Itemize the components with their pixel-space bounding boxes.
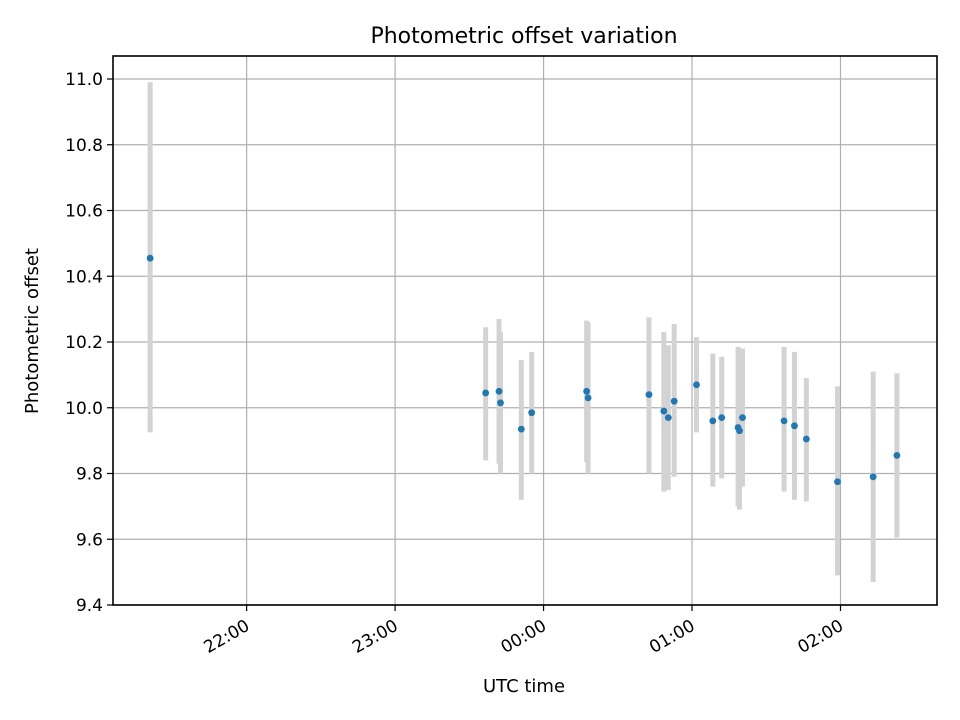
data-point — [664, 414, 672, 422]
data-point — [583, 387, 591, 395]
y-axis-label: Photometric offset — [22, 248, 43, 414]
y-tick-label: 10.0 — [65, 399, 103, 419]
data-point — [584, 394, 592, 402]
data-point — [893, 452, 901, 459]
data-point — [718, 414, 726, 422]
chart-title: Photometric offset variation — [370, 24, 677, 49]
data-point — [497, 399, 504, 407]
y-tick-label: 10.8 — [65, 136, 103, 156]
data-point — [528, 409, 536, 417]
data-point — [791, 422, 798, 430]
data-point — [482, 389, 490, 397]
data-point — [146, 254, 154, 262]
y-tick-label: 9.6 — [76, 530, 103, 550]
plot-frame — [112, 55, 938, 606]
y-tick-label: 9.8 — [76, 465, 103, 485]
data-point — [736, 427, 743, 435]
y-axis-ticks: 9.4 9.6 9.8 10.0 10.2 10.4 10.6 10.8 11.0 — [65, 70, 113, 616]
data-point — [834, 478, 841, 486]
data-point — [660, 407, 668, 415]
x-axis-label: UTC time — [483, 676, 565, 697]
data-point — [869, 473, 877, 481]
data-point — [517, 425, 525, 433]
data-point — [670, 397, 678, 405]
data-point — [645, 391, 653, 399]
data-point — [802, 435, 810, 443]
y-tick-label: 10.2 — [65, 333, 103, 353]
data-point — [739, 414, 746, 422]
y-tick-label: 9.4 — [76, 596, 103, 616]
data-point — [693, 381, 700, 389]
y-tick-label: 10.4 — [65, 267, 103, 287]
y-tick-label: 10.6 — [65, 202, 103, 222]
data-point — [495, 387, 503, 395]
y-tick-label: 11.0 — [65, 70, 103, 90]
data-markers — [146, 254, 901, 486]
data-point — [709, 417, 717, 425]
data-point — [780, 417, 788, 425]
